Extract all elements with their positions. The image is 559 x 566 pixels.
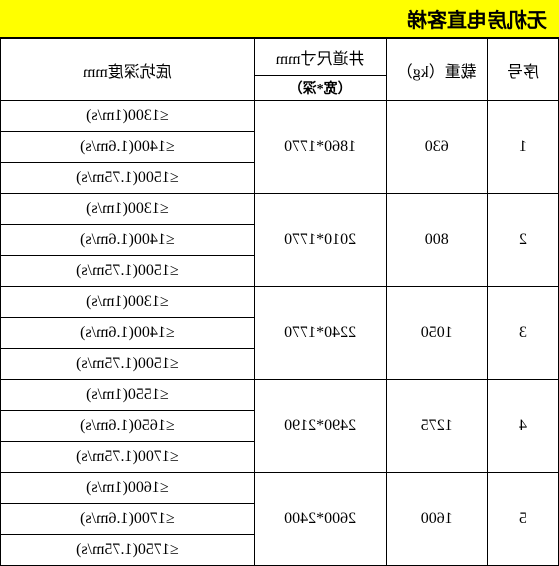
cell-pit: ≤1500(1.75m/s) — [1, 163, 255, 194]
header-shaft: 井道尺寸mm — [254, 39, 386, 76]
cell-pit: ≤1400(1.6m/s) — [1, 132, 255, 163]
cell-pit: ≤1650(1.6m/s) — [1, 411, 255, 442]
header-weight: 载重（kg） — [386, 39, 487, 101]
cell-seq: 3 — [487, 287, 558, 380]
cell-seq: 5 — [487, 473, 558, 566]
cell-weight: 800 — [386, 194, 487, 287]
cell-shaft: 2600*2400 — [254, 473, 386, 566]
cell-pit: ≤1750(1.75m/s) — [1, 535, 255, 566]
cell-pit: ≤1400(1.6m/s) — [1, 225, 255, 256]
cell-pit: ≤1550(1m/s) — [1, 380, 255, 411]
cell-shaft: 1860*1770 — [254, 101, 386, 194]
cell-seq: 4 — [487, 380, 558, 473]
table-row: 28002010*1770≤1300(1m/s) — [1, 194, 559, 225]
cell-pit: ≤1700(1.6m/s) — [1, 504, 255, 535]
cell-seq: 1 — [487, 101, 558, 194]
cell-seq: 2 — [487, 194, 558, 287]
cell-shaft: 2240*1770 — [254, 287, 386, 380]
cell-pit: ≤1500(1.75m/s) — [1, 256, 255, 287]
cell-pit: ≤1700(1.75m/s) — [1, 442, 255, 473]
cell-pit: ≤1600(1m/s) — [1, 473, 255, 504]
spec-table-container: 无机房电直客梯 序号 载重（kg） 井道尺寸mm 底坑深度mm （宽*深） 16… — [0, 0, 559, 566]
table-body: 16301860*1770≤1300(1m/s)≤1400(1.6m/s)≤15… — [1, 101, 559, 566]
cell-pit: ≤1300(1m/s) — [1, 101, 255, 132]
spec-table: 序号 载重（kg） 井道尺寸mm 底坑深度mm （宽*深） 16301860*1… — [0, 38, 559, 566]
cell-shaft: 2010*1770 — [254, 194, 386, 287]
cell-weight: 1050 — [386, 287, 487, 380]
cell-pit: ≤1500(1.75m/s) — [1, 349, 255, 380]
table-row: 310502240*1770≤1300(1m/s) — [1, 287, 559, 318]
header-pit: 底坑深度mm — [1, 39, 255, 101]
header-seq: 序号 — [487, 39, 558, 101]
table-row: 412752490*2190≤1550(1m/s) — [1, 380, 559, 411]
cell-pit: ≤1300(1m/s) — [1, 287, 255, 318]
cell-weight: 1275 — [386, 380, 487, 473]
cell-weight: 630 — [386, 101, 487, 194]
table-row: 16301860*1770≤1300(1m/s) — [1, 101, 559, 132]
cell-shaft: 2490*2190 — [254, 380, 386, 473]
header-row: 序号 载重（kg） 井道尺寸mm 底坑深度mm — [1, 39, 559, 76]
cell-pit: ≤1300(1m/s) — [1, 194, 255, 225]
cell-pit: ≤1400(1.6m/s) — [1, 318, 255, 349]
cell-weight: 1600 — [386, 473, 487, 566]
header-shaft-sub: （宽*深） — [254, 76, 386, 101]
title-bar: 无机房电直客梯 — [0, 0, 559, 38]
table-row: 516002600*2400≤1600(1m/s) — [1, 473, 559, 504]
